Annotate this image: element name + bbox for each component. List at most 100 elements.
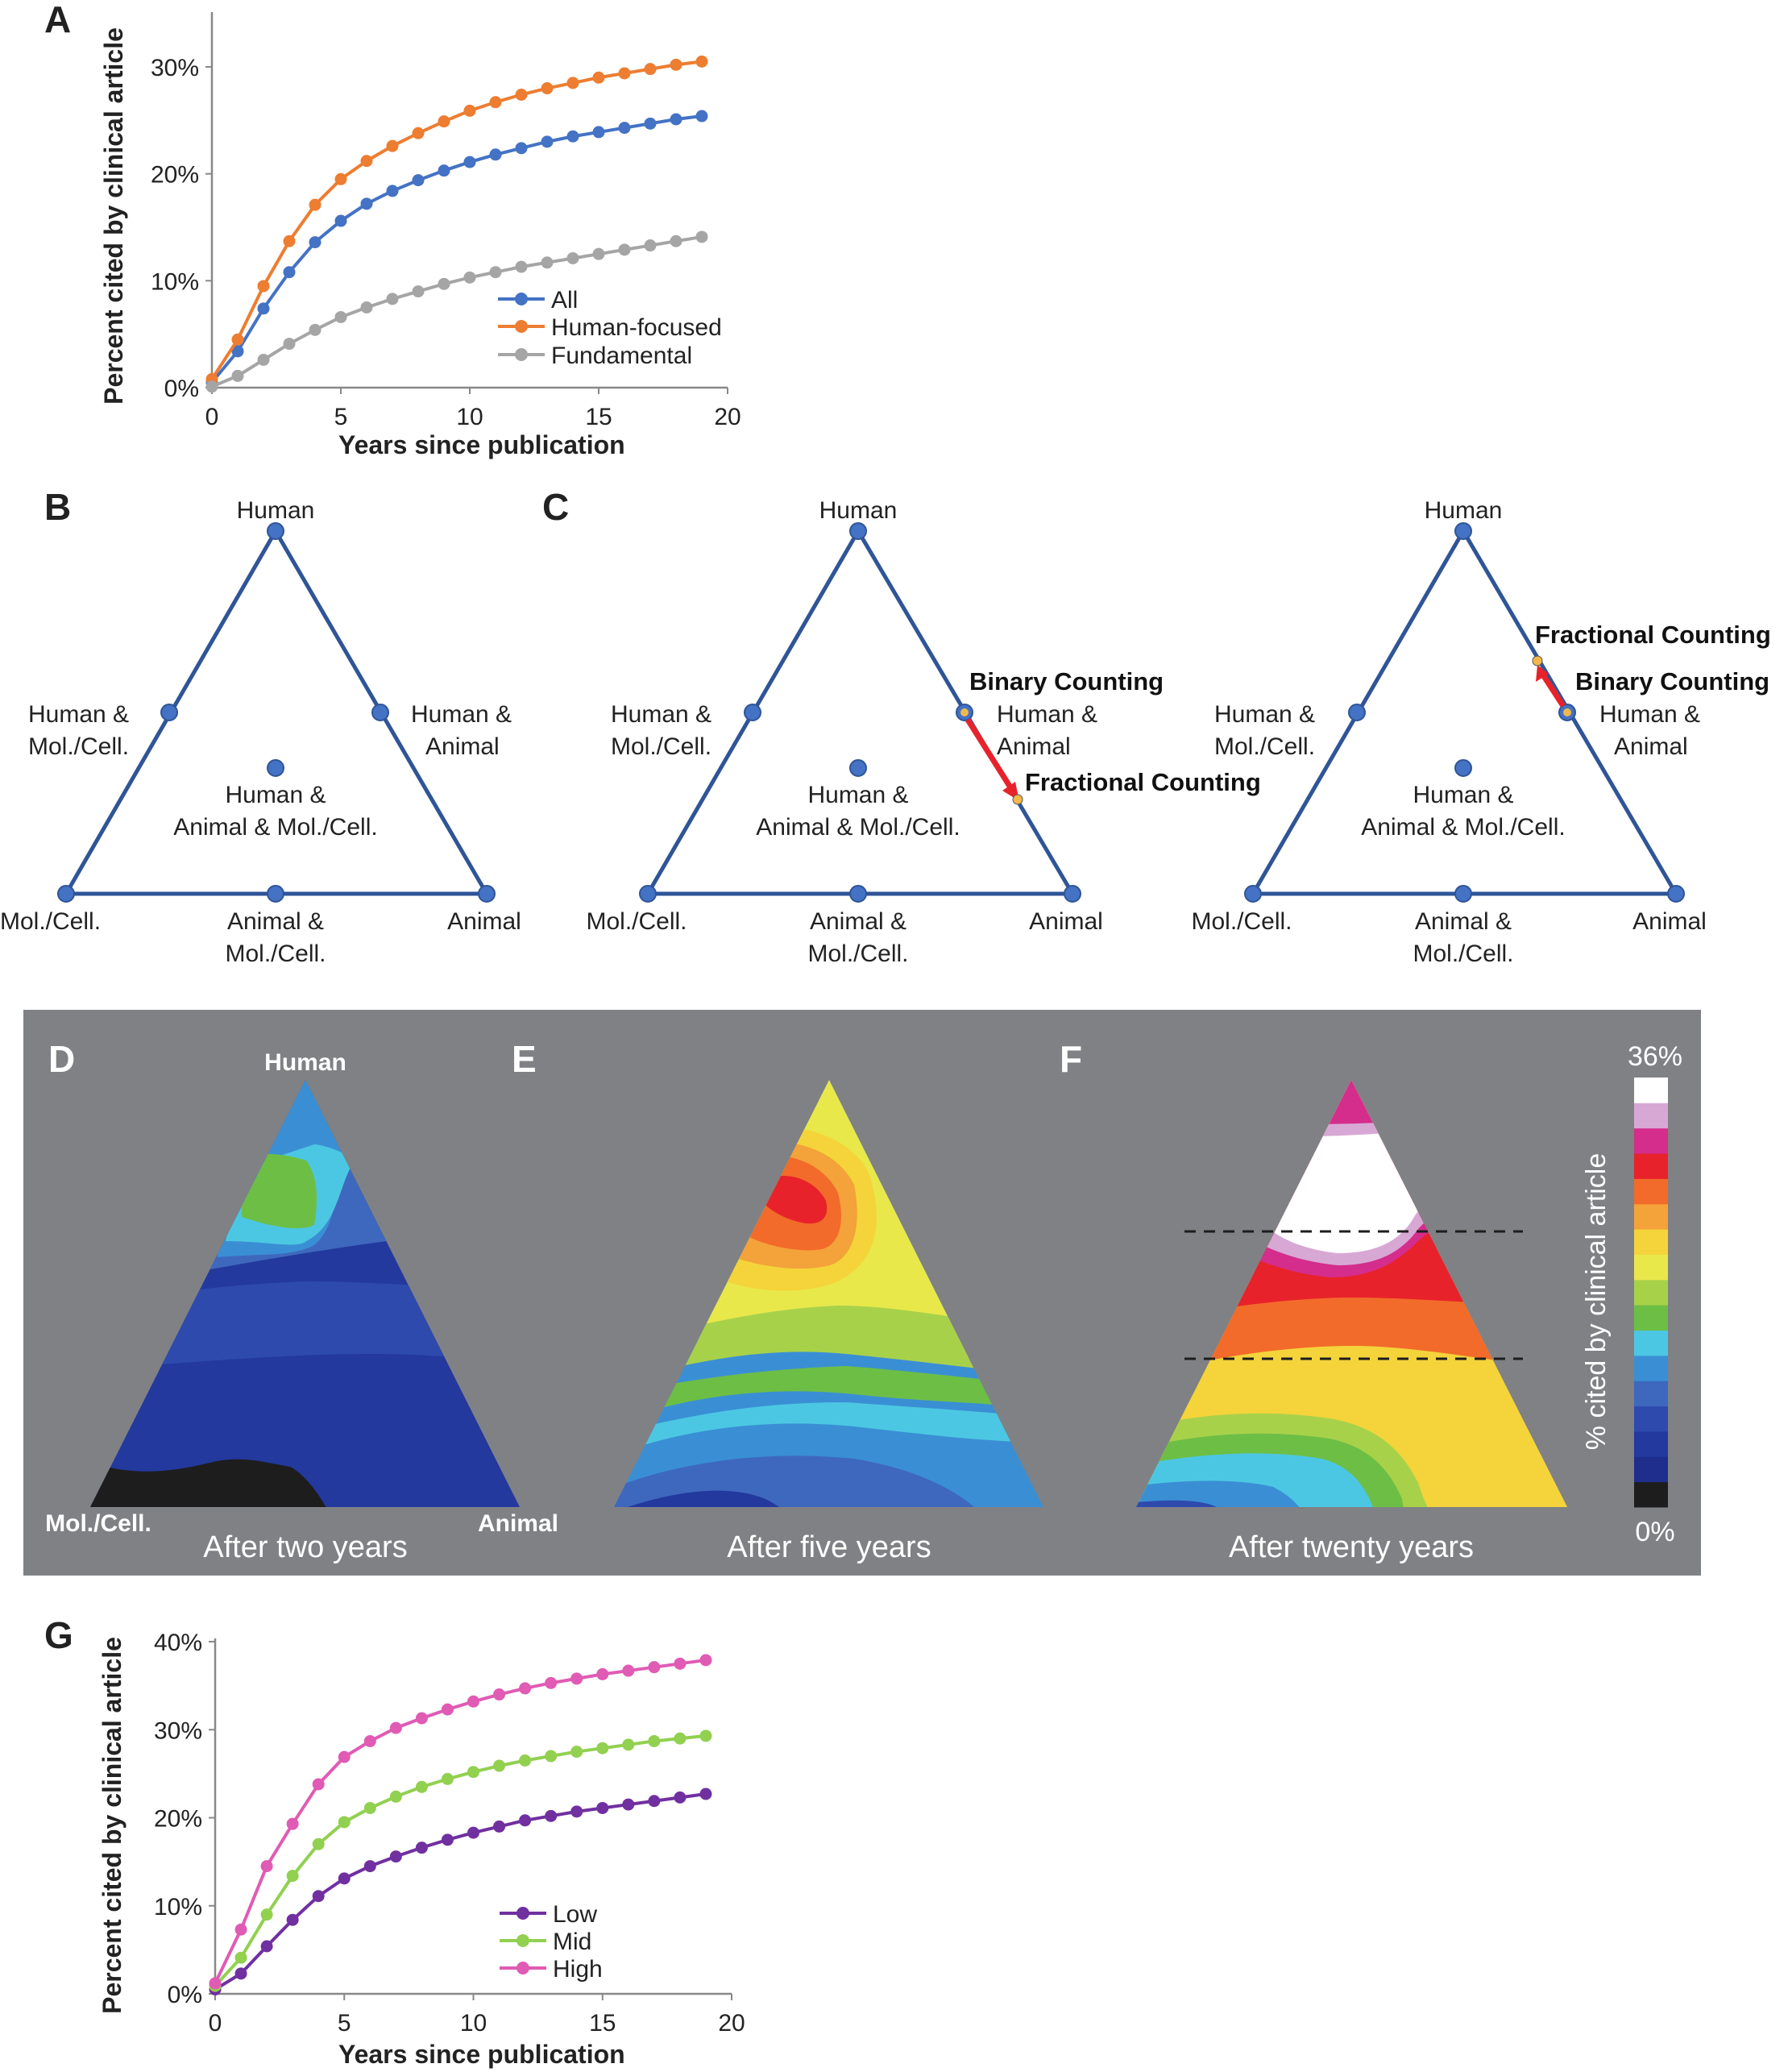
data-point-mid (415, 1780, 428, 1793)
label-human-animal-2: Animal (997, 733, 1071, 760)
heatmap-d-band (90, 1459, 330, 1507)
data-point-high (312, 1778, 325, 1791)
label-animal-molcell-1: Animal & (810, 908, 906, 935)
label-human-molcell-2: Mol./Cell. (28, 733, 129, 760)
node-center (849, 759, 867, 777)
node-human (267, 522, 284, 540)
data-point-all (515, 142, 528, 155)
data-point-high (622, 1664, 635, 1677)
data-point-all (438, 164, 450, 177)
caption-five-years: After five years (727, 1530, 931, 1564)
node-animal (478, 885, 496, 903)
data-point-human-focused (283, 235, 296, 247)
colorbar-segment (1634, 1456, 1668, 1483)
legend-marker-fundamental (515, 348, 528, 361)
heatmap-f-band (1136, 1480, 1309, 1507)
data-point-human-focused (360, 155, 373, 168)
data-point-high (493, 1688, 506, 1701)
label-human: Human (819, 497, 898, 524)
y-tick-label: 10% (154, 1894, 202, 1920)
series-line-mid (214, 1734, 707, 1987)
data-point-all (360, 197, 373, 210)
triangle-c-left: Human Human & Mol./Cell. Binary Counting… (586, 497, 1260, 967)
node-animal (1667, 885, 1685, 903)
node-human-animal (371, 704, 389, 721)
data-point-all (618, 122, 631, 135)
legend-label-fundamental: Fundamental (551, 343, 692, 369)
label-fractional-counting: Fractional Counting (1535, 621, 1771, 649)
data-point-low (260, 1940, 273, 1953)
data-point-high (441, 1703, 454, 1716)
heatmap-e-band (614, 1490, 798, 1507)
colorbar (1634, 1078, 1668, 1508)
node-human-molcell (744, 704, 761, 721)
data-point-all (463, 156, 476, 168)
data-point-fundamental (670, 235, 682, 247)
heatmap-e-band (765, 1176, 828, 1224)
label-center-1: Human & (1413, 782, 1513, 808)
x-tick-label: 10 (460, 2010, 487, 2037)
heatmap-e-band (614, 1366, 1043, 1426)
data-point-human-focused (592, 71, 605, 84)
data-point-low (674, 1791, 687, 1804)
data-point-fundamental (644, 239, 657, 252)
label-center-1: Human & (225, 782, 326, 808)
colorbar-segment (1634, 1102, 1668, 1129)
label-animal-molcell-1: Animal & (227, 908, 324, 935)
data-point-fundamental (360, 301, 373, 313)
data-point-fundamental (205, 380, 218, 393)
label-human-animal-1: Human & (997, 701, 1097, 728)
legend-marker-all (515, 293, 528, 305)
data-point-human-focused (644, 63, 657, 76)
data-point-fundamental (489, 266, 502, 279)
label-human-animal-2: Animal (1614, 733, 1688, 760)
data-point-all (644, 117, 657, 130)
x-tick-label: 15 (585, 404, 612, 430)
data-point-high (674, 1657, 687, 1670)
data-point-mid (389, 1790, 402, 1803)
data-point-mid (622, 1738, 635, 1751)
data-point-fundamental (566, 251, 579, 264)
counting-arrow-shaft (1541, 675, 1566, 708)
node-animal-molcell (1454, 885, 1472, 903)
data-point-mid (467, 1766, 479, 1779)
x-tick-label: 15 (589, 2010, 616, 2037)
chart-g-legend: Low Mid High (500, 1901, 603, 1983)
data-point-all (257, 302, 270, 315)
label-molcell: Mol./Cell. (1191, 908, 1292, 935)
triangle-b: Human Human & Mol./Cell. Human & Animal … (0, 497, 521, 967)
y-tick-label: 10% (151, 268, 199, 295)
data-point-fundamental (283, 338, 296, 351)
y-tick-label: 40% (154, 1630, 202, 1656)
data-point-high (234, 1923, 247, 1936)
data-point-fundamental (334, 310, 347, 323)
data-point-high (389, 1721, 402, 1734)
label-human-molcell-2: Mol./Cell. (1214, 733, 1315, 760)
label-animal-molcell-2: Mol./Cell. (1413, 940, 1513, 967)
colorbar-segment (1634, 1153, 1668, 1179)
caption-two-years: After two years (203, 1530, 407, 1564)
data-point-mid (493, 1759, 506, 1772)
label-human-molcell-2: Mol./Cell. (611, 733, 711, 760)
label-center-1: Human & (807, 782, 908, 808)
data-point-human-focused (670, 58, 682, 71)
heatmap-label-human: Human (264, 1049, 346, 1076)
label-human-molcell-1: Human & (28, 701, 129, 728)
data-point-human-focused (541, 82, 554, 95)
node-human-molcell (160, 704, 178, 721)
data-point-mid (699, 1729, 712, 1742)
data-point-all (231, 345, 244, 358)
y-tick-label: 20% (151, 162, 199, 189)
data-point-high (519, 1682, 532, 1695)
colorbar-min-label: 0% (1635, 1517, 1674, 1547)
panel-letter-b: B (44, 486, 71, 528)
data-point-human-focused (515, 88, 528, 101)
node-human (1454, 522, 1472, 540)
panel-letter-a: A (44, 0, 71, 40)
data-point-high (260, 1860, 273, 1873)
data-point-low (234, 1967, 247, 1980)
data-point-low (286, 1913, 299, 1926)
data-point-human-focused (438, 115, 450, 128)
legend-label-high: High (553, 1956, 603, 1983)
